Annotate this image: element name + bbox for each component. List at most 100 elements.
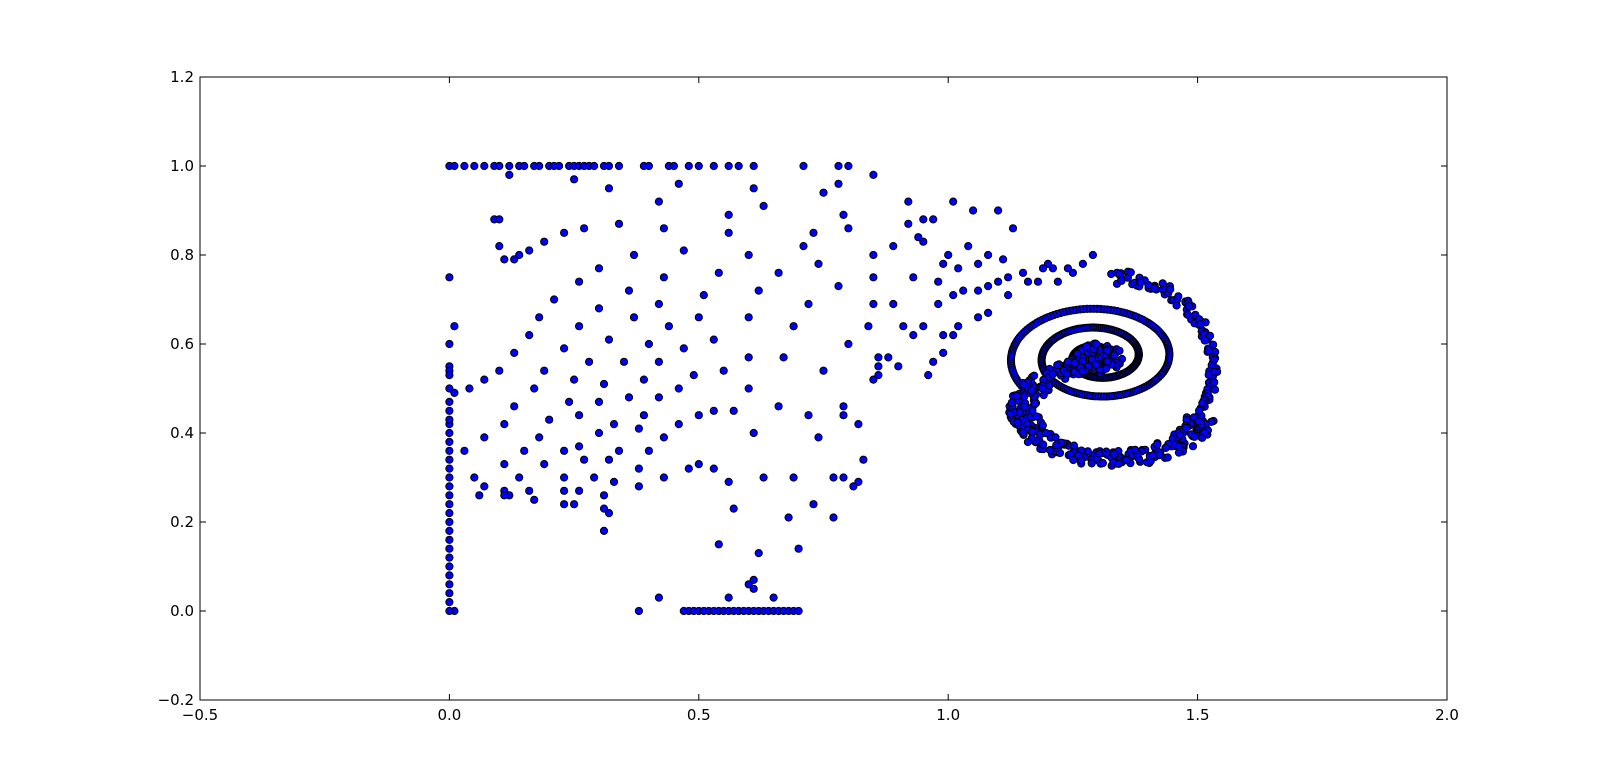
scatter-point: [540, 366, 549, 375]
scatter-point: [629, 313, 639, 322]
scatter-point: [594, 428, 604, 438]
scatter-point: [709, 161, 718, 171]
scatter-point: [520, 446, 529, 455]
scatter-point: [1039, 440, 1048, 449]
scatter-point: [445, 500, 454, 509]
scatter-point: [1027, 386, 1036, 395]
scatter-point: [1195, 406, 1204, 415]
scatter-point: [520, 161, 529, 171]
x-tick-label: 0.0: [437, 706, 461, 724]
scatter-point: [1098, 459, 1108, 468]
scatter-point: [445, 606, 454, 616]
scatter-point: [834, 161, 843, 171]
scatter-point: [849, 482, 858, 491]
scatter-point: [869, 375, 878, 384]
scatter-point: [1038, 384, 1047, 393]
scatter-point: [744, 250, 753, 260]
scatter-point: [1198, 399, 1207, 408]
scatter-point: [575, 442, 584, 451]
scatter-point: [510, 402, 519, 411]
scatter-point: [809, 228, 818, 237]
scatter-point: [480, 375, 489, 384]
scatter-point: [465, 384, 474, 393]
scatter-point: [914, 233, 923, 242]
scatter-point: [609, 477, 619, 486]
scatter-point: [530, 495, 539, 504]
scatter-point: [974, 313, 983, 322]
scatter-point: [1028, 406, 1037, 415]
scatter-point: [869, 170, 878, 179]
scatter-point: [999, 255, 1008, 264]
scatter-point: [984, 282, 993, 291]
scatter-point: [445, 562, 454, 571]
scatter-point: [659, 433, 669, 442]
scatter-point: [1117, 276, 1126, 285]
scatter-point: [714, 540, 723, 549]
scatter-point: [475, 491, 484, 500]
scatter-point: [674, 179, 683, 188]
scatter-point: [510, 348, 519, 357]
scatter-point: [1114, 459, 1123, 468]
scatter-point: [869, 273, 878, 282]
scatter-point: [784, 513, 793, 522]
scatter-point: [754, 549, 763, 558]
scatter-point: [634, 482, 644, 491]
scatter-point: [644, 161, 654, 171]
scatter-point: [1069, 455, 1078, 465]
scatter-point: [1092, 340, 1101, 349]
scatter-point: [1210, 378, 1219, 387]
scatter-point: [445, 428, 454, 438]
scatter-point: [445, 455, 454, 464]
scatter-point: [839, 402, 848, 411]
plot-frame: [199, 76, 1448, 701]
scatter-point: [1063, 357, 1073, 366]
scatter-point: [445, 508, 454, 518]
scatter-point: [844, 339, 853, 349]
scatter-point: [594, 304, 604, 313]
scatter-point: [714, 268, 723, 277]
scatter-point: [794, 544, 803, 553]
scatter-point: [724, 593, 733, 602]
scatter-point: [500, 460, 509, 469]
scatter-point: [674, 384, 683, 393]
scatter-point: [974, 286, 983, 295]
scatter-point: [1063, 264, 1073, 273]
scatter-point: [525, 331, 534, 340]
scatter-point: [924, 371, 933, 380]
scatter-point: [669, 161, 679, 171]
scatter-point: [994, 277, 1003, 286]
scatter-points: [445, 161, 1222, 616]
axis-ticks: −0.5 0.0 0.5 1.0 1.5 2.0 −0.2 0.0 0.2 0.4 0.6 0.8 1.…: [158, 68, 1459, 724]
scatter-point: [909, 273, 918, 282]
scatter-point: [510, 255, 519, 264]
scatter-point: [480, 433, 489, 442]
scatter-point: [1073, 349, 1082, 358]
scatter-point: [954, 264, 963, 273]
scatter-point: [1087, 459, 1096, 468]
scatter-point: [505, 170, 514, 179]
scatter-point: [814, 433, 823, 442]
scatter-point: [894, 362, 903, 371]
scatter-point: [1069, 441, 1079, 450]
scatter-point: [644, 446, 654, 455]
scatter-point: [1020, 392, 1029, 401]
scatter-point: [535, 433, 544, 442]
scatter-point: [460, 161, 469, 171]
scatter-point: [889, 299, 898, 309]
scatter-point: [709, 335, 718, 344]
scatter-point: [864, 322, 873, 331]
scatter-point: [839, 411, 848, 420]
scatter-point: [570, 175, 579, 184]
y-tick-label: 0.2: [170, 513, 194, 531]
scatter-point: [445, 371, 454, 380]
scatter-point: [1153, 440, 1162, 449]
scatter-point: [590, 161, 599, 171]
scatter-point: [445, 464, 454, 473]
scatter-point: [829, 513, 838, 522]
scatter-point: [844, 161, 853, 171]
scatter-point: [614, 446, 624, 455]
scatter-point: [1122, 455, 1131, 465]
scatter-point: [515, 250, 524, 260]
scatter-point: [545, 415, 554, 424]
scatter-point: [550, 295, 559, 304]
